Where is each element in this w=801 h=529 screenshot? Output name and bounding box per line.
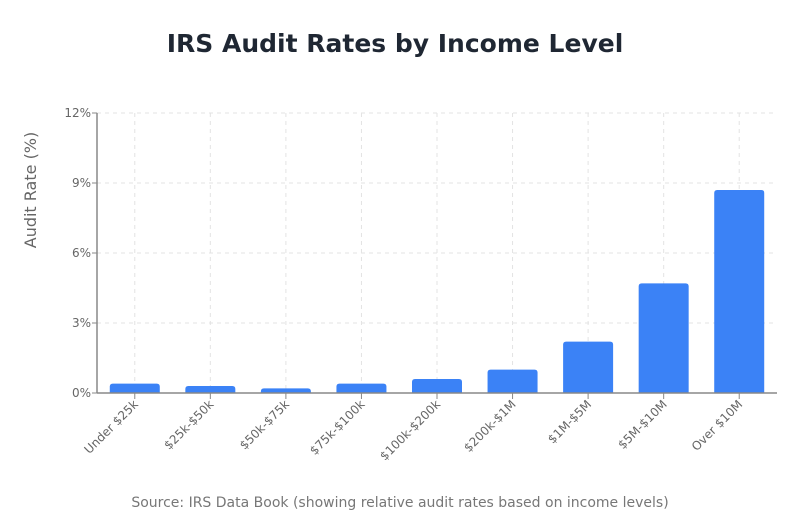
y-tick-label: 6%: [72, 246, 91, 260]
x-tick-label: $75k-$100k: [307, 397, 368, 458]
bar: [487, 369, 538, 393]
chart-title: IRS Audit Rates by Income Level: [167, 29, 624, 58]
y-axis-label: Audit Rate (%): [21, 132, 40, 249]
bars: [109, 190, 765, 393]
x-tick-label: $50k-$75k: [237, 397, 292, 452]
bar: [336, 383, 387, 393]
x-tick-label: $5M-$10M: [615, 397, 670, 452]
bar: [109, 383, 160, 393]
x-tick-label: $100k-$200k: [377, 397, 443, 463]
x-tick-label: $1M-$5M: [545, 397, 594, 446]
x-tick-label: $25k-$50k: [161, 397, 216, 452]
bar: [563, 341, 614, 393]
bar: [260, 388, 311, 393]
x-tick-label: Under $25k: [82, 397, 141, 456]
x-tick-label: $200k-$1M: [461, 397, 519, 455]
x-tick-label: Over $10M: [689, 397, 746, 454]
y-tick-label: 0%: [72, 386, 91, 400]
source-note: Source: IRS Data Book (showing relative …: [131, 495, 668, 511]
y-tick-label: 9%: [72, 176, 91, 190]
bar: [638, 283, 689, 393]
bar: [185, 386, 236, 393]
bar: [412, 379, 462, 393]
y-tick-label: 12%: [64, 106, 91, 120]
bar: [714, 190, 765, 393]
y-tick-label: 3%: [72, 316, 91, 330]
